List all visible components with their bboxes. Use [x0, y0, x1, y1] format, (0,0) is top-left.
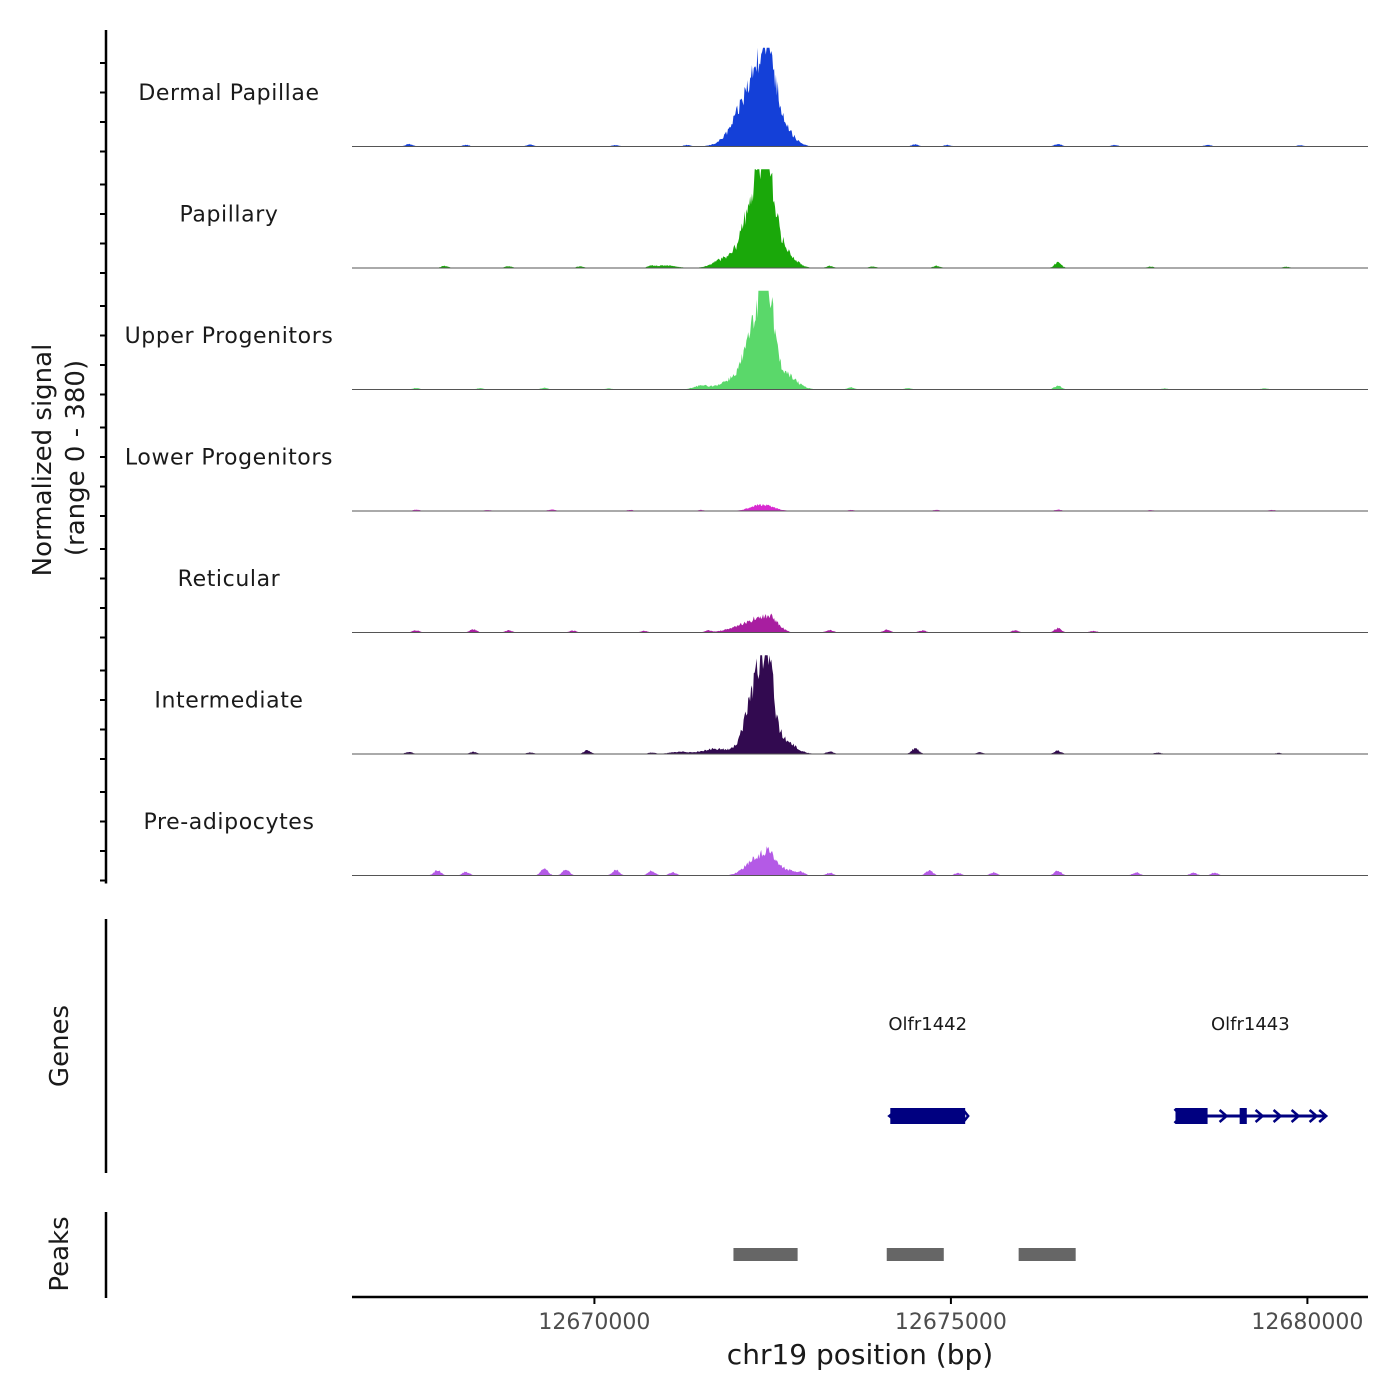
peak-region	[1018, 1248, 1076, 1261]
track-label: Reticular	[178, 567, 281, 592]
signal-tracks	[352, 47, 1368, 876]
track-label: Papillary	[179, 203, 278, 228]
track-label: Upper Progenitors	[125, 324, 334, 349]
peak-region	[733, 1248, 798, 1261]
track-label: Intermediate	[154, 689, 303, 714]
gene-strand-arrow	[963, 1110, 970, 1122]
track-labels: Dermal Papillae Papillary Upper Progenitor…	[125, 81, 334, 835]
gene-label: Olfr1443	[1211, 1014, 1290, 1035]
x-tick-label: 12675000	[895, 1310, 1007, 1335]
y-axis-title-line1: Normalized signal	[28, 344, 58, 577]
signal-area-lower-progenitors	[352, 503, 1368, 511]
genes-axis-title: Genes	[45, 1005, 75, 1087]
peak-region	[886, 1248, 944, 1261]
signal-area-reticular	[352, 613, 1368, 633]
gene-label: Olfr1442	[888, 1014, 967, 1035]
gene-exon	[890, 1108, 966, 1124]
gene-strand-arrow	[887, 1108, 900, 1124]
signal-area-papillary	[352, 169, 1368, 268]
track-label: Pre-adipocytes	[143, 810, 314, 835]
gene-strand-arrow	[1218, 1109, 1229, 1123]
gene-exon	[1239, 1108, 1247, 1124]
signal-area-dermal-papillae	[352, 47, 1368, 147]
signal-area-upper-progenitors	[352, 290, 1368, 390]
x-axis: 12670000 12675000 12680000	[352, 1295, 1368, 1335]
x-tick-label: 12670000	[538, 1310, 650, 1335]
signal-y-axis	[100, 30, 108, 884]
gene-strand-arrow	[1318, 1109, 1329, 1123]
y-axis-title-line2: (range 0 - 380)	[61, 360, 91, 556]
gene-exon	[1175, 1108, 1208, 1124]
genes-panel: Olfr1442 Olfr1443	[104, 919, 1329, 1173]
gene-strand-arrow	[1308, 1109, 1319, 1123]
x-tick-label: 12680000	[1251, 1310, 1363, 1335]
track-label: Dermal Papillae	[138, 81, 319, 106]
gene-strand-arrow	[1290, 1109, 1301, 1123]
x-axis-title: chr19 position (bp)	[727, 1338, 993, 1371]
track-label: Lower Progenitors	[125, 446, 333, 471]
signal-area-pre-adipocytes	[352, 846, 1368, 876]
gene-strand-arrow	[1272, 1109, 1283, 1123]
peaks-axis-title: Peaks	[45, 1216, 75, 1291]
signal-area-intermediate	[352, 655, 1368, 754]
peaks-panel	[104, 1212, 1076, 1298]
gene-strand-arrow	[1173, 1108, 1184, 1124]
gene-strand-arrow	[1254, 1109, 1265, 1123]
